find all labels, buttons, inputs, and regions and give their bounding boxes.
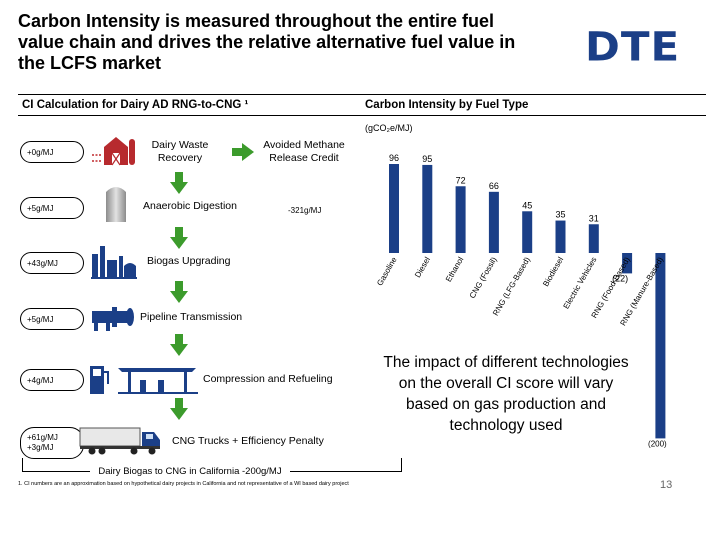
bar-value-label: (200): [648, 439, 667, 448]
avoided-methane-label: Avoided Methane Release Credit: [263, 139, 345, 164]
ci-pill-upgrading: +43g/MJ: [20, 252, 84, 274]
pipeline-icon: [92, 307, 134, 331]
category-label: Diesel: [413, 255, 432, 279]
step-label-trucks: CNG Trucks + Efficiency Penalty: [172, 435, 324, 447]
right-arrow-icon: [232, 143, 254, 161]
ci-truck-value: +61g/MJ: [27, 433, 58, 442]
bar-value-label: 45: [522, 200, 532, 210]
bar-electric-vehicles: [588, 224, 599, 253]
step-label-digestion: Anaerobic Digestion: [143, 200, 237, 212]
truck-icon: [79, 427, 160, 455]
category-label: Ethanol: [444, 255, 465, 283]
bar-gasoline: [389, 164, 399, 253]
down-arrow-icon: [170, 334, 188, 356]
category-label: RNG (LFG-Based): [491, 255, 532, 317]
down-arrow-icon: [170, 398, 188, 420]
bar-value-label: 31: [589, 213, 599, 223]
barn-icon: [92, 137, 135, 166]
category-label: Biodiesel: [541, 255, 565, 288]
dte-logo: DTE: [585, 23, 681, 70]
category-label: CNG (Fossil): [468, 255, 499, 300]
ci-pill-digestion: +5g/MJ: [20, 197, 84, 219]
fuel-station-icon: [90, 366, 198, 394]
bar-rng-food-based: [622, 253, 633, 274]
chart-units: (gCO₂e/MJ): [365, 123, 413, 133]
bar-value-label: (22): [612, 273, 628, 283]
bar-ethanol: [455, 186, 466, 253]
callout-text: The impact of different technologies on …: [383, 354, 629, 434]
right-section-title: Carbon Intensity by Fuel Type: [365, 99, 529, 111]
bar-value-label: 95: [422, 154, 432, 164]
category-label: Electric Vehicles: [562, 255, 599, 310]
bar-diesel: [422, 164, 433, 253]
section-rule: [18, 115, 706, 116]
ci-bar-chart: 96 Gasoline 95 Diesel 72 Ethanol 66 CNG (Fossil…: [375, 153, 667, 448]
bar-biodiesel: [555, 220, 566, 253]
bar-rng-manure-based: [655, 253, 666, 439]
slide-title: Carbon Intensity is measured throughout …: [18, 11, 516, 73]
ci-pill-compression: +4g/MJ: [20, 369, 84, 391]
digester-icon: [106, 187, 126, 222]
step-label-compression: Compression and Refueling: [203, 373, 333, 385]
category-label: Gasoline: [375, 255, 399, 287]
step-label-dairy-waste: Dairy Waste Recovery: [151, 139, 209, 164]
ci-efficiency-penalty-value: +3g/MJ: [27, 443, 54, 452]
down-arrow-icon: [170, 172, 188, 194]
avoided-methane-value: -321g/MJ: [288, 206, 322, 215]
bar-value-label: 35: [555, 210, 565, 220]
left-section-title: CI Calculation for Dairy AD RNG-to-CNG ¹: [22, 99, 249, 111]
bar-value-label: 66: [489, 181, 499, 191]
bar-rng-lfg-based: [522, 211, 533, 253]
upgrading-plant-icon: [91, 246, 137, 279]
summary-text: Dairy Biogas to CNG in California -200g/…: [90, 466, 290, 478]
ci-pill-pipeline: +5g/MJ: [20, 308, 84, 330]
bar-value-label: 96: [389, 153, 399, 163]
step-label-upgrading: Biogas Upgrading: [147, 255, 231, 267]
ci-pill-dairy-waste: +0g/MJ: [20, 141, 84, 163]
bar-value-label: 72: [456, 175, 466, 185]
page-number: 13: [660, 479, 673, 491]
footnote: 1. CI numbers are an approximation based…: [18, 481, 349, 487]
down-arrow-icon: [170, 227, 188, 249]
bar-cng-fossil: [488, 191, 499, 253]
step-label-pipeline: Pipeline Transmission: [140, 311, 243, 323]
down-arrow-icon: [170, 281, 188, 303]
ci-pill-trucks: +61g/MJ +3g/MJ: [20, 427, 84, 459]
top-rule: [18, 94, 706, 95]
